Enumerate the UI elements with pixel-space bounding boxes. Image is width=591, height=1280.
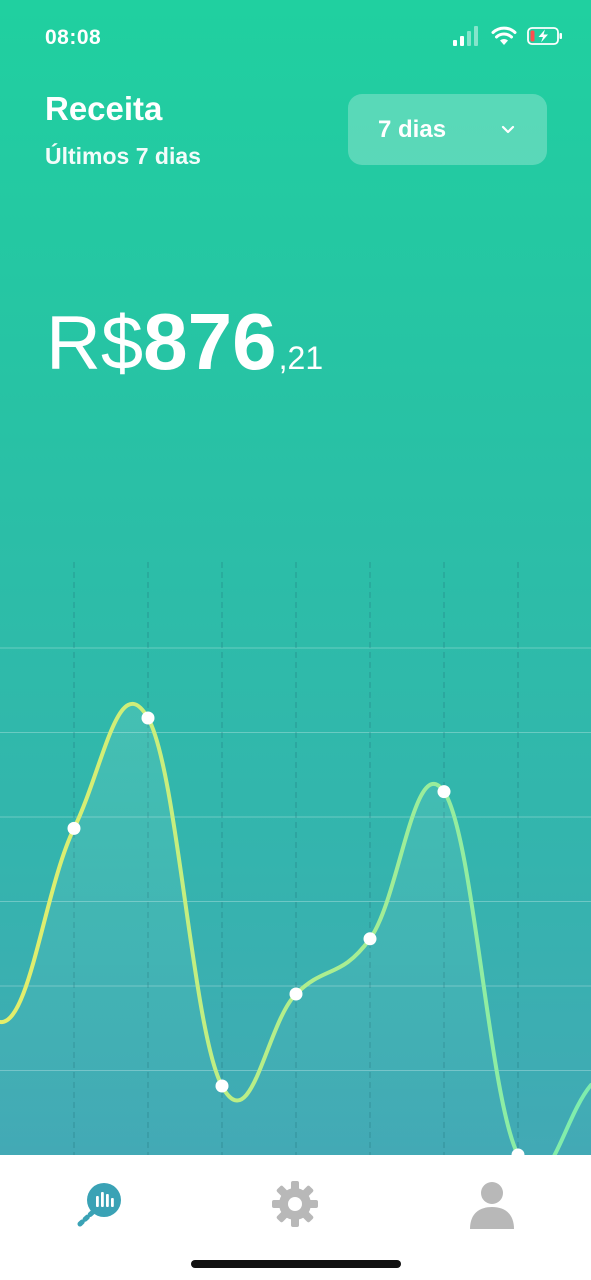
status-time: 08:08	[45, 26, 102, 49]
wifi-icon	[491, 26, 517, 45]
user-icon	[470, 1182, 514, 1229]
chart-points	[67, 711, 525, 1160]
home-indicator	[191, 1260, 401, 1268]
chevron-down-icon	[501, 125, 515, 134]
amount-cents: ,21	[278, 340, 324, 376]
tab-reports[interactable]	[60, 1169, 140, 1239]
signal-icon	[453, 26, 478, 46]
revenue-chart	[0, 562, 591, 1160]
gear-icon	[272, 1181, 318, 1227]
tab-settings[interactable]	[255, 1169, 335, 1239]
battery-charging-icon	[527, 27, 562, 45]
page-title: Receita	[45, 90, 163, 127]
chart-point[interactable]	[289, 987, 303, 1001]
amount-integer: 876	[143, 297, 277, 386]
chart-point[interactable]	[67, 821, 81, 835]
chart-point[interactable]	[141, 711, 155, 725]
revenue-amount: R$ 876 ,21	[46, 296, 323, 388]
tab-profile[interactable]	[452, 1169, 532, 1239]
tab-bar	[0, 1155, 591, 1280]
chart-point[interactable]	[215, 1079, 229, 1093]
chart-pin-icon	[77, 1183, 121, 1227]
chart-point[interactable]	[437, 785, 451, 799]
period-dropdown-value: 7 dias	[378, 115, 447, 143]
chart-area-fill	[0, 703, 591, 1160]
status-icons	[453, 26, 563, 46]
page-subtitle: Últimos 7 dias	[45, 143, 201, 169]
chart-line	[0, 701, 591, 1160]
chart-point[interactable]	[363, 932, 377, 946]
status-bar: 08:08	[0, 0, 591, 70]
amount-currency: R$	[46, 301, 144, 386]
period-dropdown[interactable]: 7 dias	[348, 94, 547, 165]
